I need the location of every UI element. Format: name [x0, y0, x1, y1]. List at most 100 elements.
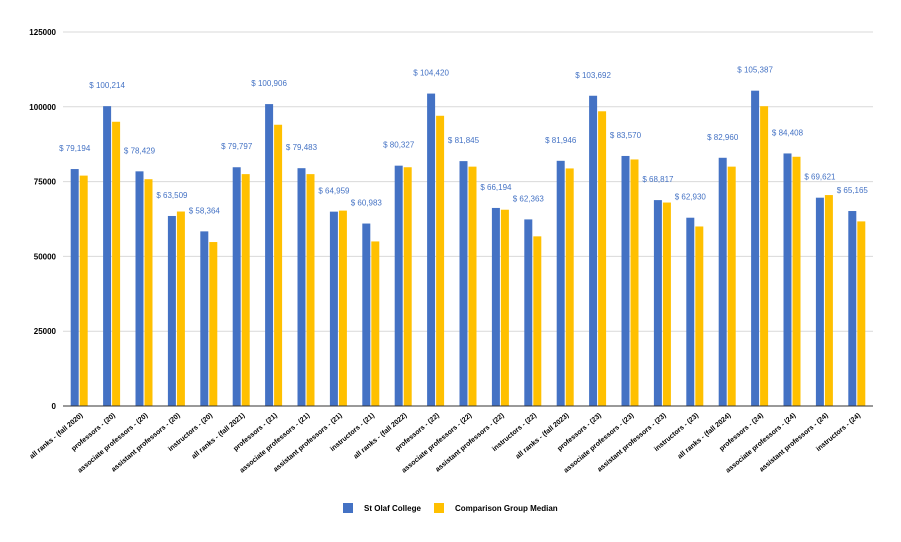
y-tick-label: 50000 [34, 252, 57, 261]
data-label: $ 84,408 [772, 128, 804, 137]
bar-comparison [533, 236, 542, 406]
bar-st-olaf [329, 211, 338, 406]
data-label: $ 104,420 [413, 69, 449, 78]
data-label: $ 100,214 [89, 81, 125, 90]
x-tick-label: all ranks - (fall 2023) [515, 412, 571, 460]
bar-st-olaf [783, 153, 792, 406]
x-tick-label: all ranks - (fall 2021) [191, 412, 247, 460]
bar-comparison [436, 115, 445, 406]
data-label: $ 100,906 [251, 79, 287, 88]
x-tick-label: assistant professors - (23) [596, 412, 667, 473]
bar-st-olaf [394, 165, 403, 406]
x-tick-label: assistant professors - (21) [272, 412, 343, 473]
bar-st-olaf [815, 197, 824, 406]
bar-comparison [403, 167, 412, 406]
y-tick-label: 0 [52, 402, 57, 411]
bar-st-olaf [200, 231, 209, 406]
bar-st-olaf [103, 106, 112, 406]
bar-st-olaf [718, 157, 727, 406]
bar-st-olaf [491, 207, 500, 406]
legend: St Olaf College Comparison Group Median [343, 503, 558, 513]
x-tick-label: all ranks - (fall 2024) [677, 412, 733, 460]
bar-st-olaf [621, 155, 630, 406]
bar-st-olaf [135, 171, 144, 406]
legend-label-comparison: Comparison Group Median [455, 504, 558, 513]
bar-st-olaf [232, 167, 241, 406]
bar-st-olaf [524, 219, 533, 406]
data-label: $ 81,845 [448, 136, 480, 145]
data-label: $ 58,364 [189, 206, 221, 215]
legend-label-st-olaf: St Olaf College [364, 504, 421, 513]
data-label: $ 69,621 [804, 173, 836, 182]
bar-comparison [792, 156, 801, 406]
bar-st-olaf [297, 168, 306, 406]
bar-st-olaf [70, 169, 79, 406]
data-label: $ 78,429 [124, 146, 156, 155]
bar-st-olaf [556, 160, 565, 406]
y-tick-label: 25000 [34, 327, 57, 336]
bar-comparison [727, 166, 736, 406]
bar-comparison [338, 210, 347, 406]
data-label: $ 63,509 [156, 191, 188, 200]
x-tick-label: assistant professors - (22) [434, 412, 505, 473]
data-label: $ 105,387 [737, 66, 773, 75]
y-tick-label: 75000 [34, 178, 57, 187]
data-label: $ 62,930 [675, 193, 707, 202]
bar-comparison [241, 174, 250, 406]
data-label: $ 64,959 [318, 187, 350, 196]
bar-comparison [79, 175, 88, 406]
bar-st-olaf [686, 217, 695, 406]
grid-lines [63, 31, 873, 332]
bar-st-olaf [459, 161, 468, 406]
x-tick-label: all ranks - (fall 2022) [353, 412, 409, 460]
data-label: $ 82,960 [707, 133, 739, 142]
bar-comparison [630, 159, 639, 406]
data-label: $ 79,797 [221, 142, 253, 151]
y-tick-label: 125000 [29, 28, 56, 37]
x-tick-label: assistant professors - (20) [110, 412, 181, 473]
bar-comparison [209, 242, 218, 406]
x-tick-label: assistant professors - (24) [758, 412, 829, 473]
data-label: $ 79,483 [286, 143, 318, 152]
bar-st-olaf [751, 90, 760, 406]
data-label: $ 65,165 [837, 186, 869, 195]
bar-comparison [857, 221, 866, 406]
data-label: $ 66,194 [480, 183, 512, 192]
bar-st-olaf [427, 93, 436, 406]
data-label: $ 79,194 [59, 144, 91, 153]
data-label: $ 103,692 [575, 71, 611, 80]
bar-st-olaf [362, 223, 371, 406]
bar-st-olaf [848, 211, 857, 406]
bar-comparison [144, 179, 153, 406]
bar-comparison [371, 241, 380, 406]
legend-swatch-st-olaf [343, 503, 353, 513]
bar-comparison [695, 226, 704, 406]
data-label: $ 83,570 [610, 131, 642, 140]
x-axis-tick-labels: all ranks - (fall 2020)professors - (20)… [29, 412, 862, 474]
bar-comparison [468, 166, 477, 406]
data-label: $ 81,946 [545, 136, 577, 145]
y-axis-tick-labels: 0 25000 50000 75000 100000 125000 [29, 28, 56, 411]
data-label: $ 62,363 [513, 194, 545, 203]
bar-comparison [598, 111, 607, 407]
bar-comparison [176, 211, 185, 406]
data-labels: $ 79,194 $ 100,214 $ 78,429 $ 63,509$ 58,36… [59, 66, 868, 216]
bar-comparison [824, 195, 833, 406]
bar-st-olaf [589, 95, 598, 406]
bars [70, 90, 866, 407]
y-tick-label: 100000 [29, 103, 56, 112]
bar-st-olaf [167, 215, 176, 406]
x-tick-label: all ranks - (fall 2020) [29, 412, 85, 460]
data-label: $ 80,327 [383, 141, 415, 150]
bar-comparison [306, 174, 315, 406]
bar-comparison [662, 202, 671, 406]
bar-comparison [760, 106, 769, 406]
data-label: $ 60,983 [351, 199, 383, 208]
bar-comparison [112, 121, 121, 406]
bar-comparison [274, 124, 283, 406]
bar-st-olaf [653, 200, 662, 406]
data-label: $ 68,817 [642, 175, 674, 184]
bar-comparison [565, 168, 574, 406]
bar-comparison [500, 209, 509, 406]
